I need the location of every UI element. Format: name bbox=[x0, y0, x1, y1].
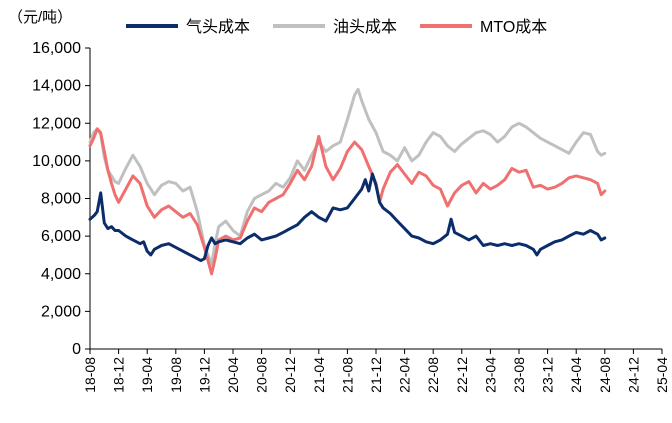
y-tick-label: 10,000 bbox=[32, 153, 81, 170]
series-line-2 bbox=[88, 127, 607, 276]
x-tick-label: 24-04 bbox=[568, 357, 584, 393]
y-tick-label: 12,000 bbox=[32, 115, 81, 132]
x-tick-label: 19-04 bbox=[139, 357, 155, 393]
y-tick-label: 8,000 bbox=[41, 191, 81, 208]
x-tick-label: 23-12 bbox=[540, 357, 556, 393]
x-tick-label: 19-08 bbox=[168, 357, 184, 393]
legend-label: 气头成本 bbox=[186, 18, 250, 36]
y-tick-label: 6,000 bbox=[41, 228, 81, 245]
x-axis: 18-08 18-12 19-04 19-08 19-12 20-04 20-08 20-12… bbox=[82, 348, 670, 393]
unit-label: （元/吨） bbox=[8, 9, 72, 26]
x-tick-label: 23-08 bbox=[511, 357, 527, 393]
series-line-1 bbox=[88, 87, 607, 266]
legend-label: MTO成本 bbox=[480, 18, 547, 36]
y-axis: 0 2,000 4,000 6,000 8,000 10,000 12,000 14,000 1… bbox=[32, 40, 91, 358]
x-tick-label: 24-08 bbox=[597, 357, 613, 393]
x-tick-label: 20-12 bbox=[282, 357, 298, 393]
x-tick-label: 21-04 bbox=[311, 357, 327, 393]
legend: 气头成本 油头成本 MTO成本 bbox=[126, 18, 547, 36]
series-layer bbox=[88, 87, 607, 276]
x-tick-label: 20-08 bbox=[254, 357, 270, 393]
x-tick-label: 23-04 bbox=[482, 357, 498, 393]
y-tick-label: 0 bbox=[72, 341, 81, 358]
x-tick-label: 22-04 bbox=[397, 357, 413, 393]
legend-label: 油头成本 bbox=[333, 18, 397, 36]
x-tick-label: 18-12 bbox=[111, 357, 127, 393]
series-line-0 bbox=[88, 172, 607, 263]
x-tick-label: 19-12 bbox=[196, 357, 212, 393]
y-tick-label: 14,000 bbox=[32, 78, 81, 95]
x-tick-label: 25-04 bbox=[654, 357, 670, 393]
x-tick-label: 22-08 bbox=[425, 357, 441, 393]
y-tick-label: 4,000 bbox=[41, 266, 81, 283]
x-tick-label: 21-12 bbox=[368, 357, 384, 393]
y-tick-label: 16,000 bbox=[32, 40, 81, 57]
x-tick-label: 24-12 bbox=[625, 357, 641, 393]
x-tick-label: 18-08 bbox=[82, 357, 98, 393]
y-tick-label: 2,000 bbox=[41, 303, 81, 320]
x-tick-label: 20-04 bbox=[225, 357, 241, 393]
x-tick-label: 21-08 bbox=[339, 357, 355, 393]
x-tick-label: 22-12 bbox=[454, 357, 470, 393]
